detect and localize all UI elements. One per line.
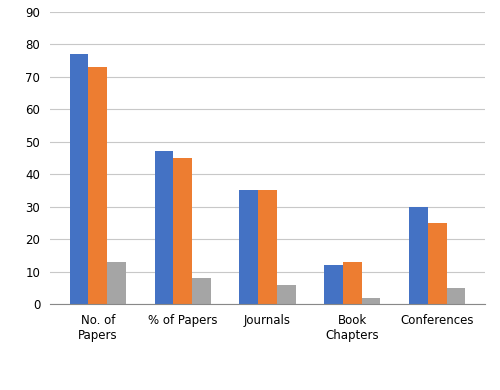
Bar bbox=[88, 67, 107, 304]
Bar bbox=[192, 278, 210, 304]
Bar bbox=[446, 288, 465, 304]
Bar bbox=[277, 285, 295, 304]
Bar bbox=[343, 262, 361, 304]
Bar bbox=[70, 54, 88, 304]
Bar bbox=[324, 265, 343, 304]
Bar bbox=[409, 207, 428, 304]
Bar bbox=[362, 298, 380, 304]
Bar bbox=[240, 190, 258, 304]
Bar bbox=[174, 158, 192, 304]
Bar bbox=[428, 223, 446, 304]
Bar bbox=[154, 151, 174, 304]
Bar bbox=[107, 262, 126, 304]
Bar bbox=[258, 190, 277, 304]
